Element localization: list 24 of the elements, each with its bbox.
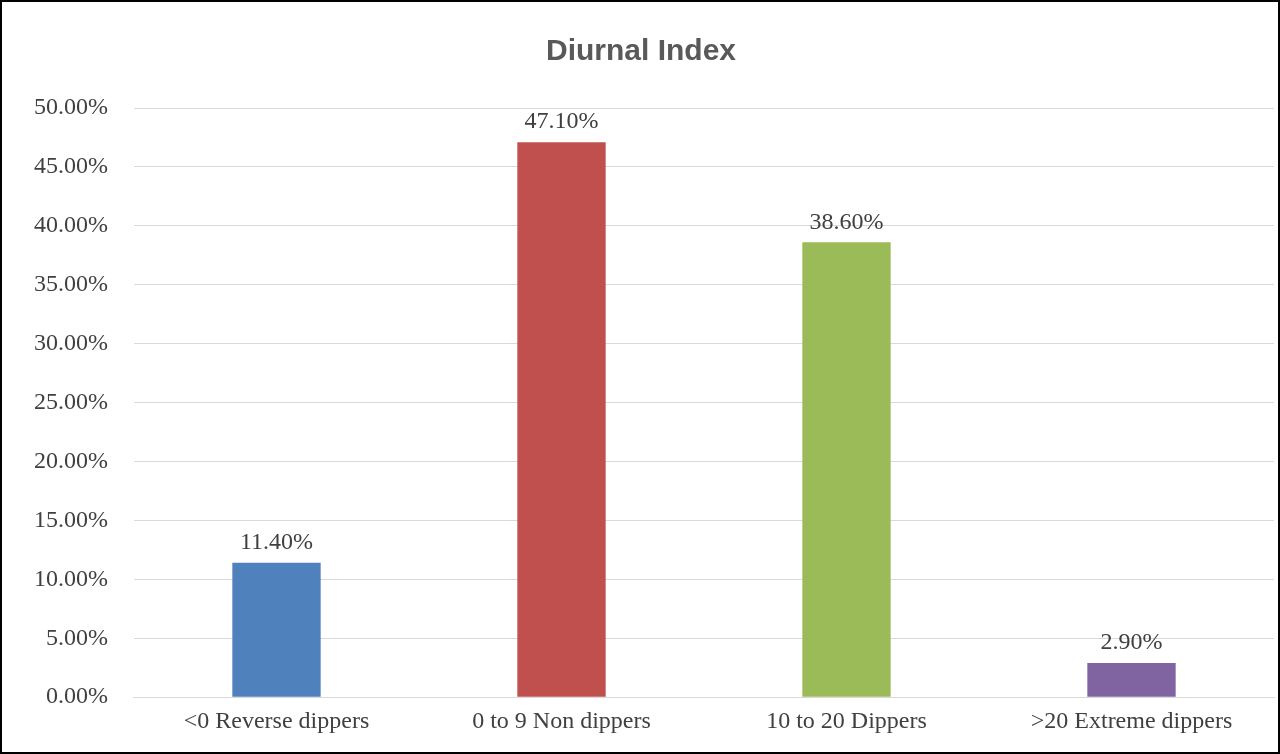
data-label: 2.90% [1100, 628, 1163, 655]
bar [232, 562, 321, 697]
bar [1087, 663, 1176, 697]
x-tick-label: <0 Reverse dippers [183, 706, 370, 733]
y-tick-label: 25.00% [33, 387, 108, 414]
y-tick-label: 30.00% [33, 328, 108, 355]
data-label: 38.60% [809, 207, 884, 234]
y-tick-label: 15.00% [33, 505, 108, 532]
data-label: 11.40% [239, 528, 314, 555]
y-tick-label: 50.00% [33, 93, 108, 120]
chart-title: Diurnal Index [545, 33, 737, 67]
y-tick-label: 40.00% [33, 211, 108, 238]
y-tick-label: 20.00% [33, 446, 108, 473]
y-tick-label: 10.00% [33, 564, 108, 591]
x-tick-label: 0 to 9 Non dippers [472, 706, 651, 733]
x-tick-label: 10 to 20 Dippers [766, 706, 927, 733]
y-tick-label: 35.00% [33, 270, 108, 297]
y-tick-label: 0.00% [45, 682, 108, 709]
y-tick-label: 5.00% [45, 623, 108, 650]
x-tick-label: >20 Extreme dippers [1030, 706, 1233, 733]
data-label: 47.10% [524, 107, 599, 134]
bar [802, 242, 891, 697]
bar [517, 142, 606, 697]
y-tick-label: 45.00% [33, 152, 108, 179]
